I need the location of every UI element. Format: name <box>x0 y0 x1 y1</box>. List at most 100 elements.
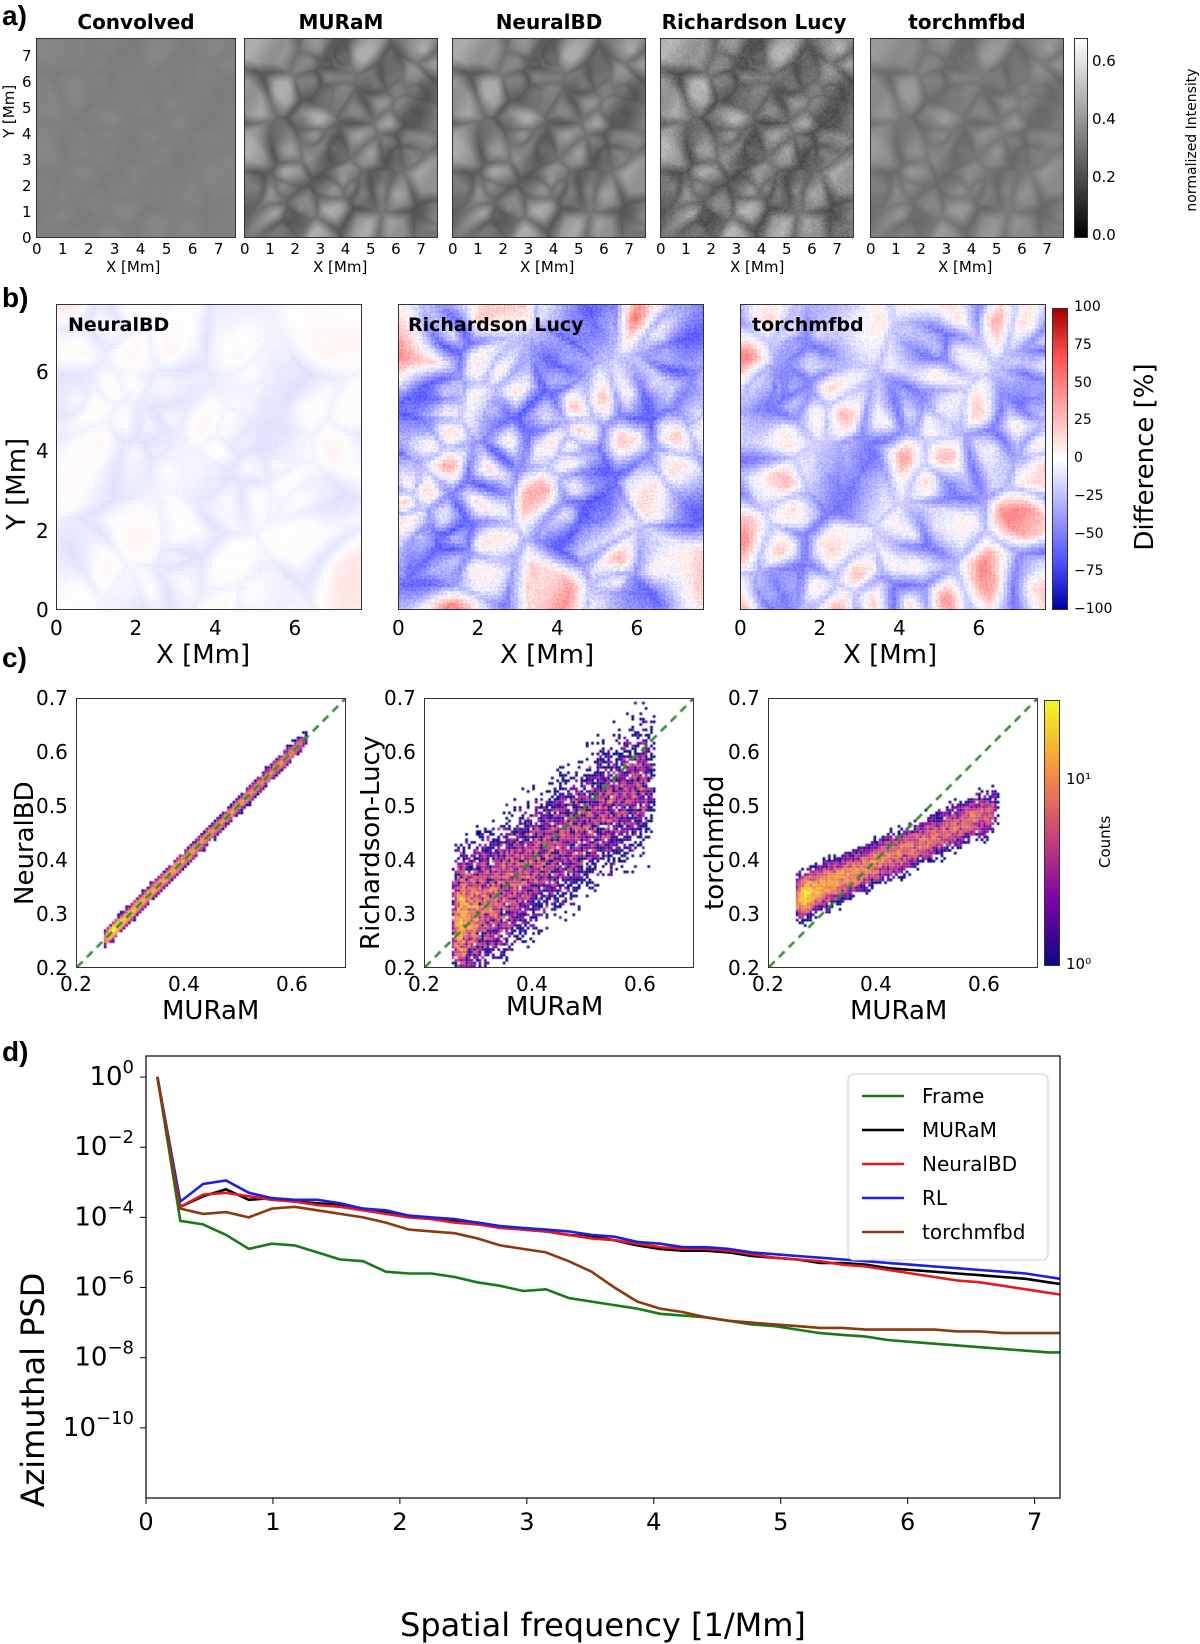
psd-xtick-label: 3 <box>519 1508 534 1536</box>
panel-b-title-torchmfbd: torchmfbd <box>752 314 864 336</box>
panel-a-xtick: 2 <box>290 240 300 258</box>
panel-a-ylabel: Y [Mm] <box>0 84 18 138</box>
panel-b-xlabel-2: X [Mm] <box>500 640 595 670</box>
panel-a-xtick: 0 <box>240 240 250 258</box>
colorbar-a-tick: 0.0 <box>1092 226 1116 244</box>
intensity-map-convolved <box>36 38 236 238</box>
panel-c-ylabel-richardson-lucy: Richardson-Lucy <box>356 735 386 950</box>
panel-a-xtick: 6 <box>1017 240 1027 258</box>
panel-a-xtick: 1 <box>473 240 483 258</box>
panel-b-ytick: 6 <box>36 359 49 384</box>
psd-chart: 0 1 2 3 4 5 6 7 100 10−2 10−4 10−6 10−8 10−10 Frame MU… <box>63 1055 1061 1536</box>
panel-label-d: d) <box>2 1036 29 1067</box>
panel-b-colorbar <box>1052 308 1068 610</box>
panel-a-xtick: 3 <box>109 240 120 258</box>
panel-label-b: b) <box>2 282 29 313</box>
panel-c-ytick: 0.4 <box>728 848 760 872</box>
psd-legend-box <box>847 1073 1049 1261</box>
panel-c-xtick: 0.2 <box>408 972 440 996</box>
intensity-map-muram <box>244 38 438 238</box>
colorbar-b-tick: −25 <box>1074 487 1104 504</box>
colorbar-b-tick: −100 <box>1074 601 1113 617</box>
colorbar-b-tick: 75 <box>1074 336 1092 353</box>
psd-series-neuralbd <box>156 1076 1061 1296</box>
panel-a-xtick: 4 <box>340 240 351 258</box>
panel-b-ylabel: Y [Mm] <box>2 437 32 530</box>
psd-series-frame <box>156 1076 1060 1354</box>
panel-c-ytick: 0.5 <box>728 794 760 818</box>
psd-ytick-label: 100 <box>89 1057 134 1092</box>
panel-a-xtick: 1 <box>57 240 68 258</box>
psd-ytick-label: 10−8 <box>74 1338 134 1373</box>
psd-xtick-label: 2 <box>392 1508 407 1536</box>
panel-c-ytick: 0.4 <box>36 848 68 872</box>
panel-c-colorbar <box>1044 700 1060 966</box>
panel-c-xtick: 0.6 <box>276 972 308 996</box>
panel-a-xlabel-1: X [Mm] <box>106 258 161 276</box>
panel-a-xtick: 7 <box>1042 240 1052 258</box>
panel-b-xtick: 0 <box>50 616 63 640</box>
panel-a-xlabel-3: X [Mm] <box>520 258 575 276</box>
panel-c-ytick: 0.2 <box>728 956 760 980</box>
panel-a-xtick: 5 <box>991 240 1002 258</box>
psd-legend-label: RL <box>922 1186 948 1210</box>
panel-b-xtick: 4 <box>550 616 564 640</box>
panel-label-c: c) <box>2 642 27 673</box>
psd-xtick-label: 6 <box>900 1508 915 1536</box>
psd-legend-label: torchmfbd <box>922 1220 1025 1244</box>
panel-a-ytick: 3 <box>22 151 32 170</box>
panel-a-xtick: 1 <box>681 240 691 258</box>
panel-c-xlabel-2: MURaM <box>506 992 604 1022</box>
panel-c-xtick: 0.4 <box>516 972 548 996</box>
psd-xtick-label: 5 <box>773 1508 788 1536</box>
panel-a-xtick: 0 <box>866 240 876 258</box>
panel-a-xtick: 3 <box>315 240 326 258</box>
colorbar-a-label: normalized Intensity <box>1184 68 1200 212</box>
panel-b-ytick: 4 <box>36 439 49 464</box>
psd-ytick-label: 10−10 <box>63 1408 134 1443</box>
panel-a-ytick: 7 <box>22 47 32 66</box>
panel-a-xtick: 6 <box>391 240 401 258</box>
panel-b-xlabel-3: X [Mm] <box>843 640 938 670</box>
panel-c-ytick: 0.3 <box>728 902 760 926</box>
panel-c-ylabel-torchmfbd: torchmfbd <box>700 775 730 910</box>
colorbar-b-tick: 50 <box>1074 374 1092 391</box>
difference-map-torchmfbd <box>740 304 1046 610</box>
psd-ylabel: Azimuthal PSD <box>14 1272 52 1508</box>
panel-b-title-richardson-lucy: Richardson Lucy <box>408 314 584 336</box>
panel-a-xtick: 4 <box>756 240 767 258</box>
psd-xtick-label: 4 <box>646 1508 661 1536</box>
panel-b-ytick: 0 <box>36 598 49 622</box>
panel-c-ytick: 0.7 <box>384 686 416 710</box>
colorbar-b-label: Difference [%] <box>1130 363 1160 551</box>
psd-axes-frame <box>145 1055 1061 1499</box>
panel-a-xtick: 5 <box>161 240 172 258</box>
difference-map-neuralbd <box>56 304 362 610</box>
panel-a-xtick: 1 <box>265 240 275 258</box>
panel-c-ytick: 0.6 <box>36 740 68 764</box>
panel-c-ytick: 0.3 <box>36 902 68 926</box>
colorbar-b-tick: −75 <box>1074 563 1104 580</box>
panel-c-xtick: 0.4 <box>860 972 892 996</box>
panel-b-title-neuralbd: NeuralBD <box>68 314 170 336</box>
panel-a-xtick: 7 <box>624 240 634 258</box>
colorbar-c-tick-10: 10¹ <box>1066 770 1092 788</box>
panel-a-title-muram: MURaM <box>298 10 384 34</box>
panel-c-xlabel-1: MURaM <box>162 996 260 1026</box>
psd-xtick-label: 0 <box>138 1508 153 1536</box>
panel-a-xlabel-4: X [Mm] <box>730 258 785 276</box>
panel-a-title-neuralbd: NeuralBD <box>495 10 603 34</box>
panel-a-xtick: 7 <box>213 240 224 258</box>
panel-a-ytick: 4 <box>22 125 32 144</box>
panel-b-xtick: 4 <box>892 616 906 640</box>
panel-a-xtick: 3 <box>941 240 952 258</box>
panel-a-xtick: 6 <box>187 240 198 258</box>
colorbar-a-tick: 0.4 <box>1092 110 1116 128</box>
colorbar-c-tick-1: 10⁰ <box>1066 955 1092 973</box>
panel-a-xtick: 2 <box>916 240 926 258</box>
panel-b-xtick: 6 <box>972 616 986 640</box>
panel-a-xlabel-2: X [Mm] <box>313 258 368 276</box>
panel-a-xtick: 6 <box>807 240 817 258</box>
panel-a-xtick: 2 <box>706 240 716 258</box>
panel-c-xtick: 0.2 <box>60 972 92 996</box>
